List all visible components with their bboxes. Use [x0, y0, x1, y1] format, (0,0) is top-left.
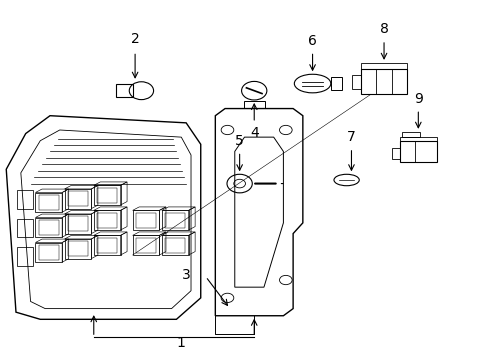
Bar: [94, 185, 120, 205]
Bar: [401, 132, 419, 137]
Bar: [39, 220, 59, 235]
Text: 6: 6: [307, 34, 316, 48]
Bar: [18, 190, 33, 208]
Bar: [361, 68, 407, 94]
Text: 7: 7: [346, 130, 355, 144]
Text: 8: 8: [379, 22, 387, 36]
Bar: [132, 210, 159, 230]
Text: 4: 4: [249, 126, 258, 140]
Text: 9: 9: [413, 92, 422, 106]
Bar: [68, 192, 88, 206]
Bar: [132, 235, 159, 255]
Bar: [162, 210, 188, 230]
Bar: [136, 213, 156, 228]
Bar: [64, 239, 91, 258]
Bar: [165, 213, 185, 228]
Bar: [391, 148, 399, 159]
Bar: [64, 189, 91, 208]
Bar: [97, 213, 117, 228]
Bar: [116, 84, 132, 97]
Bar: [361, 63, 407, 68]
Bar: [399, 137, 436, 141]
Bar: [18, 247, 33, 266]
Bar: [35, 217, 62, 237]
Text: 2: 2: [130, 32, 139, 46]
Text: 1: 1: [177, 336, 185, 350]
Bar: [97, 188, 117, 203]
Bar: [162, 235, 188, 255]
Bar: [352, 75, 361, 89]
Bar: [39, 195, 59, 210]
Bar: [68, 216, 88, 231]
Bar: [330, 77, 341, 90]
Bar: [136, 238, 156, 252]
Bar: [399, 141, 436, 162]
Bar: [64, 214, 91, 234]
Bar: [243, 101, 264, 108]
Text: 5: 5: [235, 134, 244, 148]
Bar: [94, 210, 120, 230]
Bar: [94, 235, 120, 255]
Bar: [68, 242, 88, 256]
Bar: [35, 193, 62, 212]
Bar: [39, 245, 59, 260]
Bar: [18, 219, 33, 237]
Bar: [165, 238, 185, 252]
Bar: [35, 243, 62, 262]
Text: 3: 3: [182, 268, 190, 282]
Bar: [97, 238, 117, 252]
